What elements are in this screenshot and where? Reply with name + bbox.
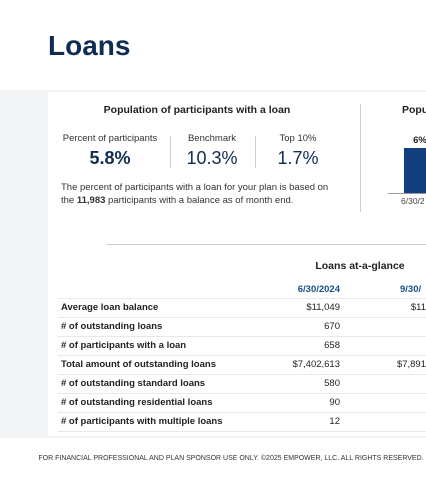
cell: $11 [410, 302, 426, 313]
cell: 670 [324, 321, 340, 332]
cell: 90 [329, 397, 340, 408]
cell: $11,049 [306, 302, 340, 313]
divider [360, 104, 361, 212]
card [48, 92, 426, 436]
cell: $7,402,613 [292, 359, 340, 370]
row-label: # of outstanding residential loans [61, 397, 213, 408]
row-line [58, 412, 426, 413]
column-header: 9/30/ [400, 284, 422, 295]
row-label: # of outstanding loans [61, 321, 163, 332]
stat-value: 10.3% [186, 148, 238, 168]
cell: $7,891 [396, 359, 426, 370]
cell: 12 [329, 416, 340, 427]
row-line [58, 298, 426, 299]
stat-label: Top 10% [279, 133, 317, 144]
section-title: Population of participants with a loan [103, 104, 291, 116]
table-title: Loans at-a-glance [315, 260, 405, 272]
row-line [58, 393, 426, 394]
cell: 580 [324, 378, 340, 389]
row-label: # of participants with a loan [61, 340, 187, 351]
note-text: participants with a balance as of month … [105, 195, 294, 206]
row-line [58, 317, 426, 318]
row-label: # of outstanding standard loans [61, 378, 206, 389]
cell: 658 [324, 340, 340, 351]
note-bold: 11,983 [76, 195, 106, 206]
bar [404, 148, 426, 193]
row-line [58, 336, 426, 337]
side-title: Popu [402, 104, 426, 116]
row-label: Total amount of outstanding loans [61, 359, 216, 370]
axis-line [388, 193, 426, 194]
bar-label: 6% [413, 135, 426, 146]
page-title: Loans [48, 30, 131, 61]
divider [255, 136, 256, 168]
stat-label: Percent of participants [62, 133, 158, 144]
divider [170, 136, 171, 168]
axis-label: 6/30/2 [401, 196, 425, 206]
stat-value: 5.8% [89, 148, 131, 168]
row-line [58, 431, 426, 432]
footer: FOR FINANCIAL PROFESSIONAL AND PLAN SPON… [38, 455, 424, 462]
row-label: # of participants with multiple loans [61, 416, 223, 427]
row-label: Average loan balance [61, 302, 159, 313]
separator [107, 244, 426, 245]
row-line [58, 355, 426, 356]
column-header: 6/30/2024 [297, 284, 340, 295]
note-text: The percent of participants with a loan … [61, 182, 329, 206]
row-line [58, 374, 426, 375]
note: The percent of participants with a loan … [61, 181, 336, 207]
stat-label: Benchmark [187, 133, 237, 144]
stat-value: 1.7% [277, 148, 319, 168]
